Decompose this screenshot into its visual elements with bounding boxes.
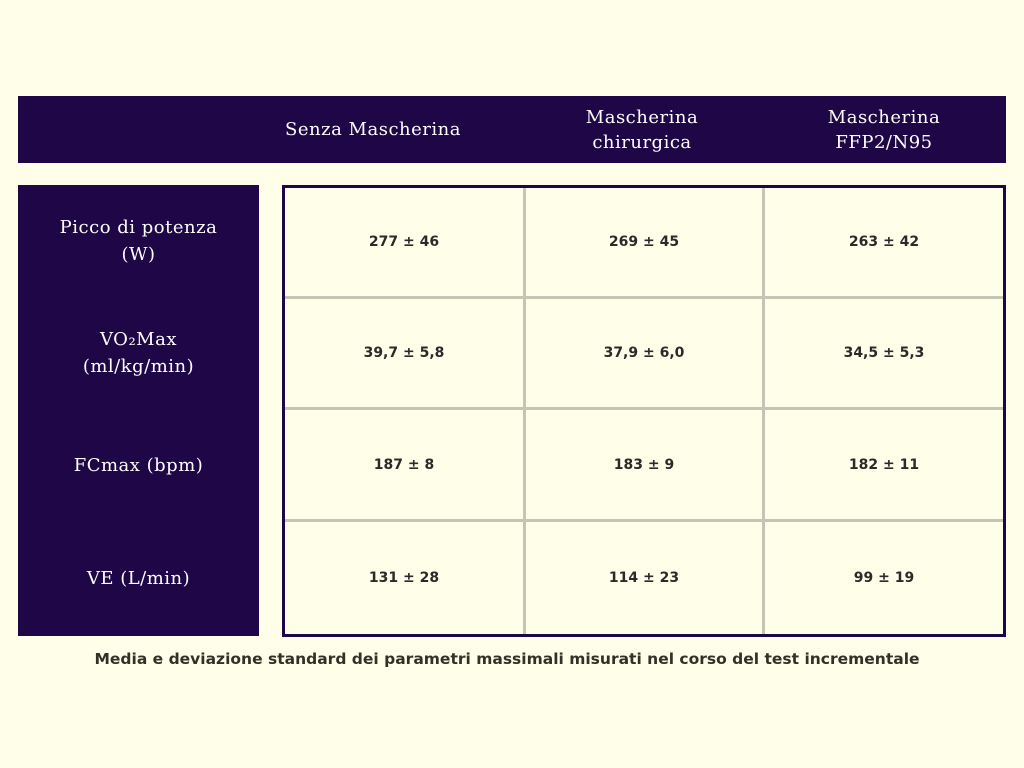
cell-peak-power-surgical: 269 ± 45 — [608, 234, 680, 250]
row-header-ve: VE (L/min) — [86, 568, 191, 589]
grid-divider-horizontal — [285, 407, 1003, 410]
cell-ve-no-mask: 131 ± 28 — [368, 570, 440, 586]
cell-vo2max-ffp2: 34,5 ± 5,3 — [843, 345, 925, 361]
cell-vo2max-no-mask: 39,7 ± 5,8 — [363, 345, 445, 361]
data-table: 277 ± 46 269 ± 45 263 ± 42 39,7 ± 5,8 37… — [282, 185, 1006, 637]
cell-peak-power-ffp2: 263 ± 42 — [848, 234, 920, 250]
cell-ve-surgical: 114 ± 23 — [608, 570, 680, 586]
grid-divider-vertical — [762, 188, 765, 634]
grid-divider-horizontal — [285, 296, 1003, 299]
row-header-vo2max: VO₂Max (ml/kg/min) — [82, 329, 195, 377]
cell-fcmax-ffp2: 182 ± 11 — [848, 456, 920, 473]
cell-fcmax-surgical: 183 ± 9 — [613, 456, 675, 473]
column-header-no-mask: Senza Mascherina — [285, 119, 461, 140]
cell-ve-ffp2: 99 ± 19 — [853, 570, 915, 586]
grid-divider-vertical — [523, 188, 526, 634]
column-header-bar: Senza Mascherina Mascherina chirurgica M… — [18, 96, 1006, 163]
row-header-fcmax: FCmax (bpm) — [73, 454, 204, 476]
cell-vo2max-surgical: 37,9 ± 6,0 — [603, 345, 685, 361]
column-header-surgical-mask: Mascherina chirurgica — [585, 106, 699, 153]
cell-peak-power-no-mask: 277 ± 46 — [368, 234, 440, 250]
grid-divider-horizontal — [285, 519, 1003, 522]
cell-fcmax-no-mask: 187 ± 8 — [373, 456, 435, 473]
column-header-ffp2-mask: Mascherina FFP2/N95 — [827, 106, 941, 153]
table-caption: Media e deviazione standard dei parametr… — [94, 650, 920, 668]
row-header-peak-power: Picco di potenza (W) — [59, 217, 218, 265]
row-header-bar: Picco di potenza (W) VO₂Max (ml/kg/min) … — [18, 185, 259, 636]
